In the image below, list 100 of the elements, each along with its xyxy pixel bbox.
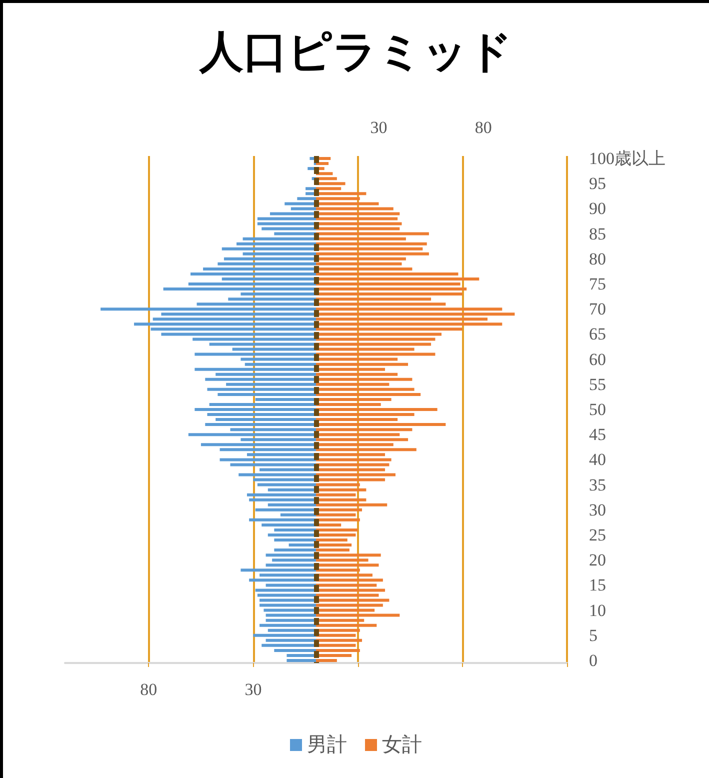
bar xyxy=(163,288,316,291)
bar xyxy=(316,187,342,190)
bar xyxy=(316,272,458,276)
bar xyxy=(240,358,316,361)
y-tick-label: 15 xyxy=(589,576,606,595)
bar xyxy=(232,348,316,351)
bar xyxy=(316,298,432,301)
bar xyxy=(268,533,316,536)
bar xyxy=(316,318,488,321)
bar xyxy=(262,227,316,230)
bar xyxy=(240,292,316,296)
y-tick-label: 25 xyxy=(589,525,606,544)
bar xyxy=(249,498,316,502)
bar xyxy=(270,212,316,216)
bar xyxy=(316,638,362,642)
bar xyxy=(255,398,316,401)
bar xyxy=(190,272,316,276)
bar xyxy=(316,207,394,210)
y-tick-label: 50 xyxy=(589,400,606,419)
y-tick-label: 85 xyxy=(589,224,606,244)
bar xyxy=(316,578,383,582)
bar xyxy=(266,638,316,642)
y-tick-label: 5 xyxy=(589,626,598,645)
y-tick-label: 45 xyxy=(589,425,606,444)
bar xyxy=(228,298,316,301)
bar xyxy=(316,624,377,627)
y-tick-label: 20 xyxy=(589,550,606,570)
bar xyxy=(194,352,316,356)
bar xyxy=(240,568,316,572)
bar xyxy=(238,473,316,476)
bar xyxy=(161,312,316,316)
bar xyxy=(316,197,360,200)
bar xyxy=(316,227,400,230)
bar xyxy=(230,463,316,466)
y-tick-label: 75 xyxy=(589,274,606,294)
bar xyxy=(200,443,316,446)
bar xyxy=(100,308,316,311)
bar xyxy=(260,624,316,627)
bar xyxy=(280,513,316,516)
bar xyxy=(253,478,316,482)
bar xyxy=(284,202,316,206)
bar xyxy=(257,222,316,226)
bar xyxy=(316,177,337,180)
bar xyxy=(266,584,316,587)
bar xyxy=(316,614,400,617)
bar xyxy=(255,588,316,592)
bar xyxy=(316,463,390,466)
bar xyxy=(222,247,316,250)
bar xyxy=(264,608,316,612)
bar xyxy=(260,468,316,472)
bar xyxy=(203,267,316,270)
bar xyxy=(220,448,316,452)
bar xyxy=(316,352,436,356)
bar xyxy=(316,342,432,346)
chart-title: 人口ピラミッド xyxy=(198,28,512,76)
bar xyxy=(274,548,316,552)
bar xyxy=(209,342,316,346)
bar xyxy=(274,528,316,532)
bar xyxy=(134,322,316,326)
bar xyxy=(207,388,316,391)
bar xyxy=(316,518,360,522)
bar xyxy=(224,257,316,260)
bar xyxy=(316,528,358,532)
bar xyxy=(216,372,316,376)
bar xyxy=(222,277,316,280)
y-tick-label: 0 xyxy=(589,650,598,670)
bar xyxy=(240,438,316,442)
bar xyxy=(260,598,316,602)
y-tick-label: 80 xyxy=(589,249,606,268)
bar xyxy=(316,634,356,637)
bar xyxy=(316,308,502,311)
y-tick-label: 60 xyxy=(589,350,606,369)
bar xyxy=(316,493,356,496)
y-tick-label: 95 xyxy=(589,174,606,194)
bar xyxy=(188,433,316,436)
y-tick-label: 10 xyxy=(589,600,606,620)
bar xyxy=(316,574,372,577)
bar xyxy=(150,328,316,331)
y-tick-label: 30 xyxy=(589,500,606,520)
bar xyxy=(306,187,316,190)
bar xyxy=(316,237,406,240)
bar xyxy=(316,162,329,166)
bar xyxy=(242,237,316,240)
bar xyxy=(244,362,316,366)
bar xyxy=(316,338,436,341)
bar xyxy=(316,538,348,542)
bar xyxy=(257,594,316,597)
bar xyxy=(316,232,429,236)
bar xyxy=(242,252,316,256)
bar xyxy=(316,628,360,632)
bar xyxy=(274,232,316,236)
bar xyxy=(316,473,396,476)
bar xyxy=(316,658,337,662)
bar xyxy=(246,453,316,456)
x2-tick-label: 80 xyxy=(474,118,492,137)
bar xyxy=(286,658,316,662)
bar xyxy=(260,604,316,607)
bar xyxy=(316,568,360,572)
bar xyxy=(218,262,316,266)
y-tick-label: 100歳以上 xyxy=(589,149,666,168)
